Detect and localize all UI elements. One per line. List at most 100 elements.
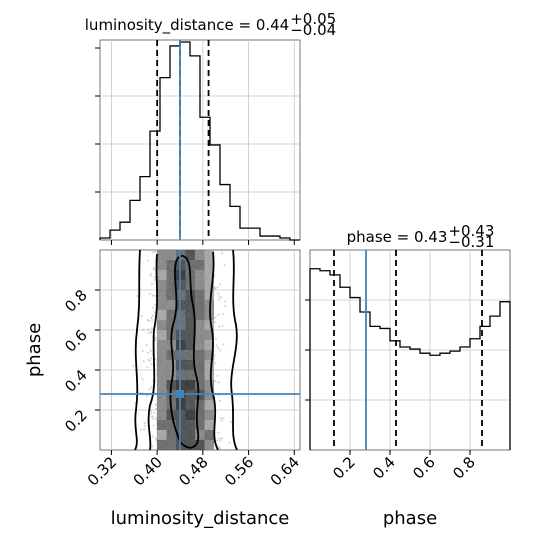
sample-point bbox=[153, 411, 156, 414]
sample-point bbox=[221, 325, 224, 328]
sample-point bbox=[218, 325, 221, 328]
density-cell bbox=[204, 340, 214, 350]
density-cell bbox=[204, 380, 214, 390]
density-cell bbox=[204, 430, 214, 440]
sample-point bbox=[148, 388, 151, 391]
truth-point bbox=[176, 390, 184, 398]
density-cell bbox=[185, 310, 195, 320]
density-cell bbox=[195, 310, 205, 320]
sample-point bbox=[214, 380, 217, 383]
sample-point bbox=[142, 328, 145, 331]
density-cell bbox=[157, 310, 167, 320]
density-cell bbox=[157, 410, 167, 420]
sample-point bbox=[151, 435, 154, 438]
sample-point bbox=[150, 363, 153, 366]
density-cell bbox=[204, 290, 214, 300]
density-cell bbox=[185, 420, 195, 430]
density-cell bbox=[166, 270, 176, 280]
sample-point bbox=[154, 338, 157, 341]
sample-point bbox=[153, 276, 156, 279]
density-cell bbox=[157, 300, 167, 310]
density-cell bbox=[166, 350, 176, 360]
sample-point bbox=[151, 319, 154, 322]
sample-point bbox=[136, 294, 139, 298]
sample-point bbox=[150, 282, 154, 285]
sample-point bbox=[142, 360, 145, 363]
density-cell bbox=[166, 290, 176, 300]
x-tick-label: 0.8 bbox=[449, 453, 479, 483]
density-cell bbox=[204, 270, 214, 280]
sample-point bbox=[150, 386, 153, 389]
sample-point bbox=[222, 343, 225, 346]
sample-point bbox=[152, 314, 155, 317]
density-cell bbox=[195, 350, 205, 360]
density-cell bbox=[195, 260, 205, 270]
luminosity-distance-title: luminosity_distance = 0.44 bbox=[85, 16, 289, 35]
sample-point bbox=[228, 441, 231, 444]
density-cell bbox=[185, 370, 195, 380]
sample-point bbox=[148, 292, 151, 295]
phase-title-upper: +0.43 bbox=[448, 222, 494, 240]
sample-point bbox=[220, 437, 223, 440]
density-cell bbox=[185, 350, 195, 360]
density-cell bbox=[185, 440, 195, 450]
sample-point bbox=[151, 306, 155, 309]
sample-point bbox=[154, 407, 158, 411]
sample-point bbox=[152, 268, 156, 271]
sample-point bbox=[150, 412, 153, 415]
density-cell bbox=[204, 420, 214, 430]
sample-point bbox=[213, 321, 217, 324]
luminosity-distance-histogram-panel: luminosity_distance = 0.44 +0.05 −0.04 bbox=[85, 10, 336, 245]
sample-point bbox=[147, 259, 150, 262]
density-cell bbox=[157, 440, 167, 450]
contour-middle-left bbox=[147, 253, 158, 450]
density-cell bbox=[204, 390, 214, 400]
y-axis-label-phase: phase bbox=[24, 323, 45, 377]
y-tick-label: 0.2 bbox=[61, 406, 91, 436]
y-tick-label: 0.8 bbox=[61, 286, 91, 316]
density-cell bbox=[195, 370, 205, 380]
density-cell bbox=[157, 400, 167, 410]
density-cell bbox=[157, 290, 167, 300]
density-cell bbox=[195, 330, 205, 340]
density-cell bbox=[204, 260, 214, 270]
sample-point bbox=[217, 431, 220, 434]
density-cell bbox=[166, 280, 176, 290]
sample-point bbox=[150, 317, 153, 320]
sample-point bbox=[140, 428, 143, 431]
sample-point bbox=[219, 349, 222, 352]
luminosity-distance-title-upper: +0.05 bbox=[290, 10, 336, 28]
density-cell bbox=[195, 380, 205, 390]
sample-point bbox=[145, 394, 149, 397]
contour-outer-left bbox=[134, 250, 141, 450]
density-cell bbox=[204, 320, 214, 330]
sample-point bbox=[150, 272, 153, 275]
sample-point bbox=[150, 327, 153, 330]
sample-point bbox=[215, 337, 218, 341]
sample-point bbox=[223, 264, 226, 267]
density-cell bbox=[157, 380, 167, 390]
phase-histogram-panel: 0.2 0.4 0.6 0.8 phase = 0.43 +0.43 −0.31 bbox=[305, 222, 511, 483]
density-cell bbox=[195, 440, 205, 450]
sample-point bbox=[145, 344, 148, 347]
luminosity-distance-title-lower: −0.04 bbox=[290, 21, 336, 39]
density-cell bbox=[166, 320, 176, 330]
sample-point bbox=[221, 312, 224, 316]
sample-point bbox=[147, 328, 150, 331]
sample-point bbox=[216, 374, 219, 377]
sample-point bbox=[146, 366, 149, 369]
density-cell bbox=[204, 360, 214, 370]
sample-point bbox=[143, 424, 146, 427]
sample-point bbox=[149, 357, 152, 360]
sample-point bbox=[141, 349, 144, 353]
density-cell bbox=[157, 420, 167, 430]
sample-point bbox=[219, 417, 222, 420]
density-cell bbox=[204, 280, 214, 290]
density-cell bbox=[185, 360, 195, 370]
density-cell bbox=[185, 340, 195, 350]
x-tick-label: 0.6 bbox=[409, 453, 439, 483]
sample-point bbox=[219, 439, 222, 442]
density-cell bbox=[157, 320, 167, 330]
sample-point bbox=[216, 347, 220, 350]
sample-point bbox=[217, 298, 220, 301]
